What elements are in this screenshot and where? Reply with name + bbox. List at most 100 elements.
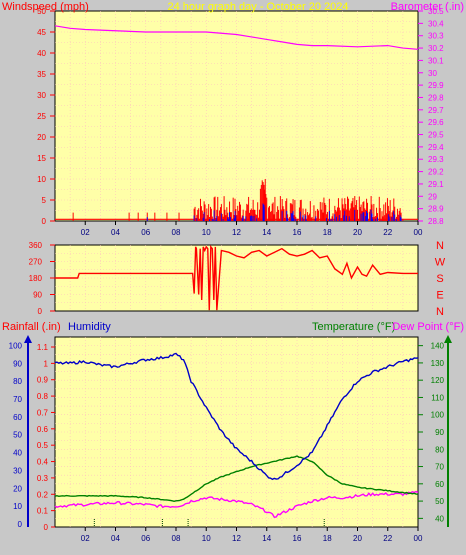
temperature-tick-label: 120: [431, 376, 445, 385]
barometer-tick-label: 29.2: [428, 168, 444, 177]
x-tick-label: 06: [141, 534, 150, 543]
x-tick-label: 20: [353, 228, 362, 237]
wind-tick-label: 50: [37, 7, 46, 16]
wind-tick-label: 0: [42, 217, 47, 226]
humidity-tick-label: 40: [13, 449, 22, 458]
temperature-tick-label: 100: [431, 411, 445, 420]
humidity-tick-label: 70: [13, 395, 22, 404]
direction-tick-label: 360: [29, 241, 43, 250]
rain-tick-label: 0.3: [37, 474, 49, 483]
humidity-tick-label: 50: [13, 431, 22, 440]
x-tick-label: 06: [141, 228, 150, 237]
temperature-tick-label: 40: [435, 514, 444, 523]
rainfall-label: Rainfall (.in): [2, 321, 61, 333]
x-tick-label: 00: [414, 228, 423, 237]
humidity-axis-arrow: [24, 335, 32, 343]
x-tick-label: 12: [232, 534, 241, 543]
wind-tick-label: 20: [37, 133, 46, 142]
temperature-tick-label: 70: [435, 463, 444, 472]
dewpoint-label: Dew Point (°F): [392, 321, 464, 333]
x-tick-label: 16: [293, 534, 302, 543]
x-tick-label: 04: [111, 228, 120, 237]
x-tick-label: 10: [202, 228, 211, 237]
barometer-tick-label: 30: [428, 69, 437, 78]
barometer-tick-label: 29.3: [428, 155, 444, 164]
x-tick-label: 22: [383, 228, 392, 237]
compass-label: W: [435, 257, 446, 269]
barometer-tick-label: 30.2: [428, 44, 444, 53]
wind-tick-label: 30: [37, 91, 46, 100]
compass-label: N: [436, 240, 444, 252]
humidity-tick-label: 60: [13, 413, 22, 422]
wind-tick-label: 15: [37, 154, 46, 163]
compass-label: N: [436, 306, 444, 318]
humidity-tick-label: 80: [13, 377, 22, 386]
barometer-tick-label: 30.3: [428, 32, 444, 41]
rain-tick-label: 0.5: [37, 441, 49, 450]
x-tick-label: 14: [262, 534, 271, 543]
direction-tick-label: 90: [33, 291, 42, 300]
graph-title: 24 hour graph day - October 20 2024: [167, 1, 348, 13]
x-tick-label: 20: [353, 534, 362, 543]
humidity-line: [54, 352, 419, 481]
temperature-tick-label: 140: [431, 342, 445, 351]
humidity-tick-label: 20: [13, 484, 22, 493]
wind-direction-line: [55, 244, 418, 311]
rain-tick-label: 0.7: [37, 408, 49, 417]
barometer-tick-label: 30.1: [428, 56, 444, 65]
x-tick-label: 18: [323, 534, 332, 543]
dewpoint-line: [54, 490, 419, 519]
humidity-tick-label: 0: [18, 520, 23, 529]
temperature-tick-label: 60: [435, 480, 444, 489]
wind-tick-label: 40: [37, 49, 46, 58]
direction-tick-label: 180: [29, 274, 43, 283]
x-tick-label: 12: [232, 228, 241, 237]
temperature-label: Temperature (°F): [312, 321, 395, 333]
x-tick-label: 18: [323, 228, 332, 237]
barometer-tick-label: 28.9: [428, 205, 444, 214]
barometer-tick-label: 30.5: [428, 7, 444, 16]
barometer-line: [54, 25, 419, 50]
barometer-tick-label: 29.5: [428, 131, 444, 140]
temperature-tick-label: 50: [435, 497, 444, 506]
wind-tick-label: 5: [42, 196, 47, 205]
wind-tick-label: 35: [37, 70, 46, 79]
rain-tick-label: 0.1: [37, 507, 49, 516]
humidity-tick-label: 90: [13, 359, 22, 368]
humidity-label: Humidity: [68, 321, 111, 333]
barometer-tick-label: 30.4: [428, 19, 444, 28]
barometer-tick-label: 29.1: [428, 180, 444, 189]
wind-tick-label: 25: [37, 112, 46, 121]
barometer-tick-label: 28.8: [428, 217, 444, 226]
temperature-tick-label: 110: [431, 393, 444, 402]
compass-label: E: [436, 290, 443, 302]
direction-tick-label: 270: [29, 258, 43, 267]
x-tick-label: 16: [293, 228, 302, 237]
barometer-tick-label: 29.7: [428, 106, 444, 115]
x-tick-label: 10: [202, 534, 211, 543]
barometer-tick-label: 29: [428, 192, 437, 201]
direction-tick-label: 0: [38, 307, 43, 316]
rain-tick-label: 0.8: [37, 392, 49, 401]
rain-tick-label: 0.4: [37, 458, 49, 467]
humidity-tick-label: 30: [13, 466, 22, 475]
humidity-tick-label: 10: [13, 502, 22, 511]
wind-tick-label: 45: [37, 28, 46, 37]
humidity-tick-label: 100: [9, 341, 23, 350]
rain-tick-label: 0.2: [37, 490, 49, 499]
x-tick-label: 00: [414, 534, 423, 543]
windspeed-label: Windspeed (mph): [2, 1, 89, 13]
x-tick-label: 08: [172, 534, 181, 543]
temperature-tick-label: 130: [431, 359, 445, 368]
x-tick-label: 14: [262, 228, 271, 237]
x-tick-label: 22: [383, 534, 392, 543]
x-tick-label: 02: [81, 534, 90, 543]
barometer-tick-label: 29.9: [428, 81, 444, 90]
temperature-tick-label: 80: [435, 445, 444, 454]
x-tick-label: 04: [111, 534, 120, 543]
x-tick-label: 02: [81, 228, 90, 237]
rain-tick-label: 0.9: [37, 376, 49, 385]
barometer-tick-label: 29.8: [428, 93, 444, 102]
